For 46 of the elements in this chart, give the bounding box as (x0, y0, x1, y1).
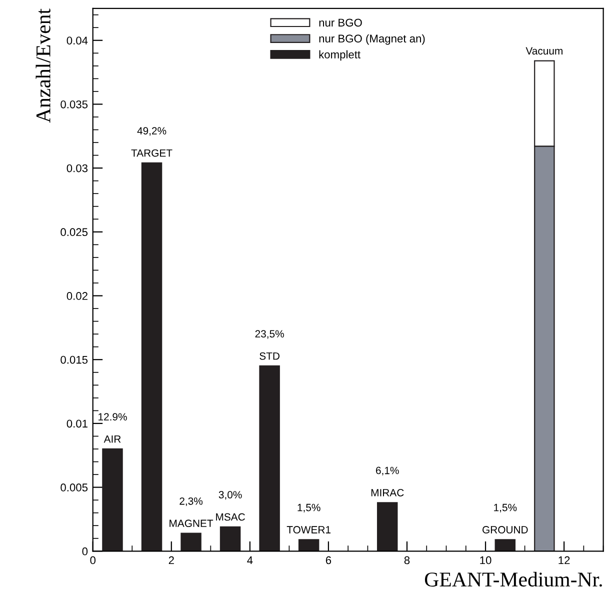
x-tick-label: 4 (247, 556, 253, 564)
bar (494, 539, 516, 552)
y-axis-title: Anzahl/Event (36, 8, 50, 123)
bar (220, 526, 241, 552)
x-tick-label: 12 (558, 556, 570, 564)
y-tick-label: 0.015 (60, 356, 88, 364)
legend-label: nur BGO (Magnet an) (319, 34, 425, 45)
annotation: 6,1% (376, 466, 399, 476)
annotation: 23,5% (255, 330, 284, 339)
legend-label: nur BGO (319, 18, 362, 27)
legend-label: komplett (319, 50, 360, 61)
x-tick-label: 8 (404, 556, 410, 564)
annotation: 1,5% (298, 504, 320, 512)
x-tick-label: 0 (90, 556, 96, 564)
bar (259, 365, 280, 552)
y-tick-label: 0.01 (66, 420, 88, 428)
x-axis-title: GEANT-Medium-Nr. (424, 572, 602, 587)
y-tick-label: 0.02 (66, 292, 88, 300)
annotation: MSAC (216, 513, 245, 521)
x-tick-label: 2 (168, 556, 174, 564)
annotation: 2,3% (180, 497, 203, 506)
bar (298, 539, 320, 552)
annotation: STD (260, 352, 280, 360)
annotation: Vacuum (526, 47, 562, 55)
annotation: 3,0% (218, 491, 242, 500)
y-tick-label: 0.04 (66, 36, 88, 44)
annotation: 12.9% (98, 413, 127, 421)
y-tick-label: 0 (82, 547, 88, 556)
annotation: AIR (104, 435, 121, 443)
x-tick-label: 6 (326, 556, 332, 564)
y-tick-label: 0.03 (66, 164, 88, 172)
y-tick-label: 0.005 (60, 484, 88, 492)
annotation: TARGET (131, 149, 172, 157)
annotation: 1,5% (494, 504, 517, 512)
bar (141, 162, 162, 552)
annotation: MAGNET (170, 520, 214, 528)
annotation: 49,2% (137, 127, 166, 136)
bar (376, 502, 398, 552)
bar (102, 448, 123, 552)
x-tick-label: 10 (480, 556, 492, 564)
annotation: GROUND (482, 526, 528, 534)
y-tick-label: 0.025 (60, 228, 88, 236)
annotation: TOWER1 (286, 526, 331, 534)
bar (180, 532, 202, 552)
annotation: MIRAC (371, 489, 404, 496)
y-tick-label: 0.035 (60, 100, 88, 108)
